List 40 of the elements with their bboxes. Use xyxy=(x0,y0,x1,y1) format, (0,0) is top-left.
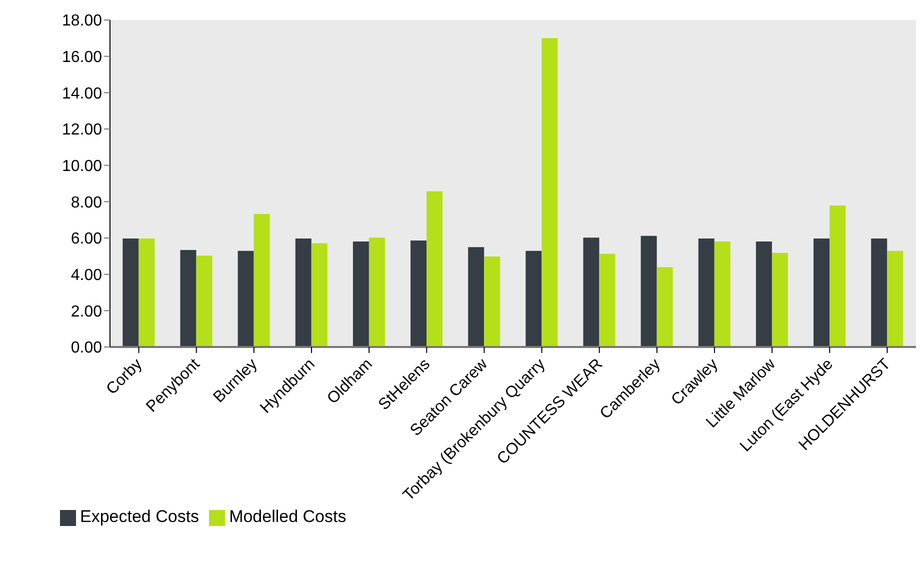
y-tick-label: 8.00 xyxy=(70,194,102,212)
bar xyxy=(871,238,888,347)
bar xyxy=(311,243,328,347)
bar xyxy=(698,238,714,347)
legend-label: Modelled Costs xyxy=(229,507,346,526)
bar xyxy=(180,250,196,347)
bar xyxy=(830,205,846,347)
bar xyxy=(254,214,270,347)
bar xyxy=(656,267,673,347)
y-tick-label: 12.00 xyxy=(62,122,102,139)
bar xyxy=(772,252,788,347)
y-tick-label: 16.00 xyxy=(62,49,102,66)
bar xyxy=(583,238,600,347)
bar xyxy=(196,256,212,347)
bar xyxy=(599,254,616,347)
bar xyxy=(640,236,657,347)
bar xyxy=(352,241,369,347)
bar xyxy=(238,250,254,347)
bar xyxy=(410,240,427,347)
bar xyxy=(468,247,484,347)
bar xyxy=(138,238,155,347)
bar xyxy=(526,250,542,347)
bar xyxy=(542,38,558,347)
bar xyxy=(368,238,385,347)
bar xyxy=(714,241,730,347)
y-tick-label: 0.00 xyxy=(70,340,102,357)
y-tick-label: 2.00 xyxy=(70,303,102,320)
y-tick-label: 6.00 xyxy=(70,230,102,248)
bar xyxy=(122,238,139,347)
y-tick-label: 18.00 xyxy=(62,12,102,30)
bar xyxy=(887,250,904,347)
y-tick-label: 4.00 xyxy=(70,267,102,284)
y-tick-label: 10.00 xyxy=(62,158,102,176)
bar xyxy=(814,238,830,347)
bar xyxy=(426,191,443,347)
bar xyxy=(756,241,772,347)
legend-label: Expected Costs xyxy=(80,507,200,526)
bar xyxy=(295,238,312,347)
bar xyxy=(484,256,500,347)
y-tick-label: 14.00 xyxy=(62,85,102,102)
